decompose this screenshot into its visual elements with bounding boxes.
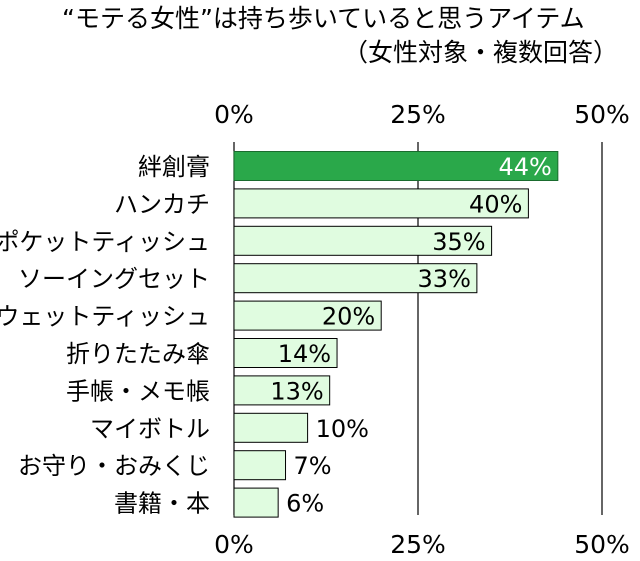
tick-label-top: 0% — [214, 100, 254, 129]
tick-label-top: 50% — [574, 100, 630, 129]
category-label: ハンカチ — [114, 190, 210, 218]
category-label: お守り・おみくじ — [18, 452, 210, 480]
tick-label-top: 25% — [390, 100, 446, 129]
value-labels: 44% 40% 35% 33% 20% 14% 13% 10% 7% 6% — [270, 153, 552, 518]
value-label: 7% — [294, 452, 332, 480]
tick-label-bottom: 50% — [574, 530, 630, 559]
category-label: ソーイングセット — [18, 265, 210, 293]
category-label: ウェットティッシュ — [0, 303, 210, 331]
bar — [233, 263, 478, 294]
value-label: 35% — [432, 228, 485, 256]
bar — [233, 338, 338, 368]
tick-labels-top: 0% 25% 50% — [214, 100, 630, 129]
chart-subtitle: （女性対象・複数回答） — [342, 38, 618, 67]
bar — [233, 188, 529, 219]
bar — [233, 300, 382, 331]
value-label: 13% — [270, 377, 323, 405]
tick-label-bottom: 0% — [214, 530, 254, 559]
tick-labels-bottom: 0% 25% 50% — [214, 530, 630, 559]
value-label: 20% — [322, 303, 375, 331]
bars — [233, 151, 559, 518]
category-label: 手帳・メモ帳 — [66, 377, 210, 405]
category-label: マイボトル — [90, 415, 210, 443]
category-label: 絆創膏 — [138, 153, 210, 181]
bar — [233, 412, 309, 443]
chart-title: “モテる女性”は持ち歩いていると思うアイテム — [62, 4, 585, 33]
bar — [233, 487, 279, 518]
category-label: 書籍・本 — [114, 490, 210, 518]
value-label: 6% — [286, 490, 324, 518]
category-label: ポケットティッシュ — [0, 228, 210, 256]
bar — [233, 225, 493, 256]
value-label: 14% — [278, 340, 331, 368]
value-label: 33% — [418, 265, 471, 293]
category-label: 折りたたみ傘 — [66, 340, 210, 368]
bar — [233, 151, 559, 181]
value-label: 44% — [498, 153, 551, 181]
category-labels: 絆創膏ハンカチポケットティッシュソーイングセットウェットティッシュ折りたたみ傘手… — [0, 153, 210, 518]
tick-label-bottom: 25% — [390, 530, 446, 559]
value-label: 10% — [316, 415, 369, 443]
value-label: 40% — [469, 190, 522, 218]
bar — [233, 375, 331, 406]
bar — [233, 450, 287, 481]
